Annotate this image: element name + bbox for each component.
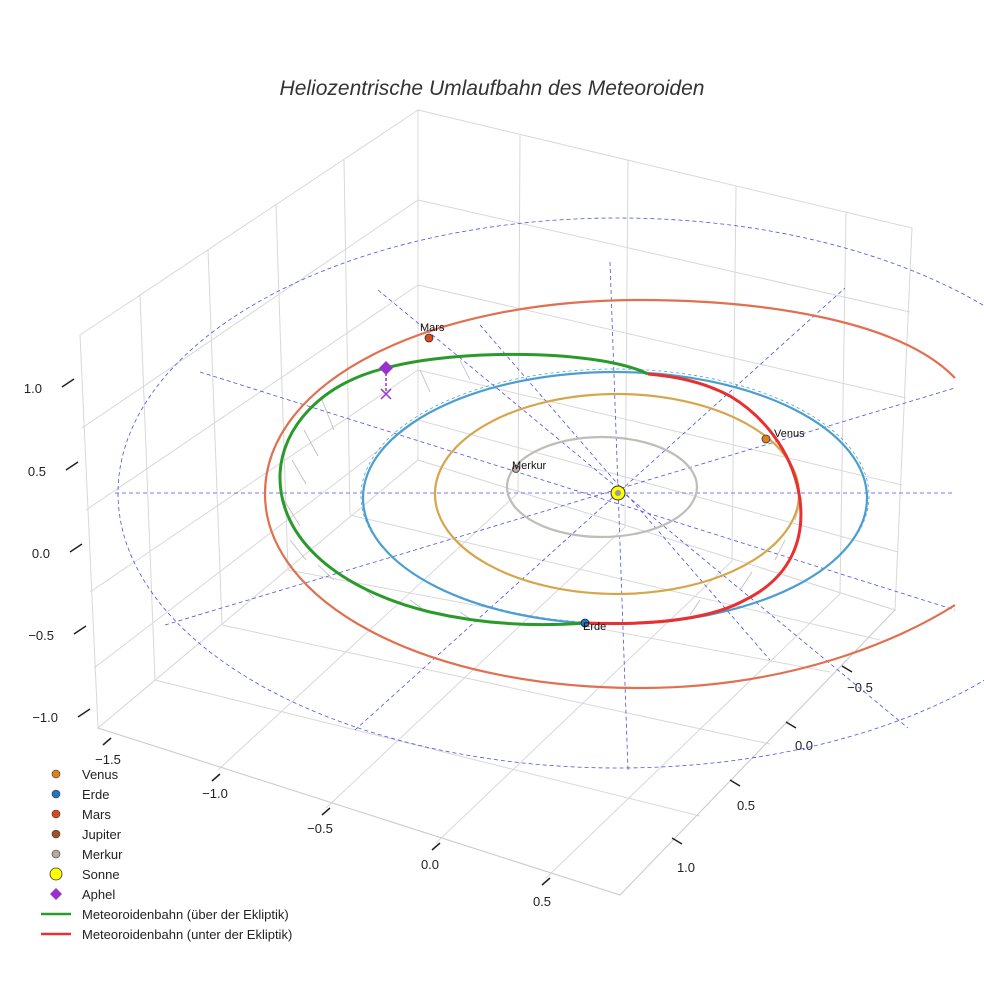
- erde-label: Erde: [583, 621, 606, 633]
- merkur-label: Merkur: [512, 460, 547, 472]
- y-tick-label: 0.5: [737, 798, 755, 813]
- venus-label: Venus: [774, 428, 805, 440]
- legend-aphel-label: Aphel: [82, 887, 115, 902]
- legend: Venus Erde Mars Jupiter Merkur Sonne Aph…: [41, 767, 292, 942]
- aphel-marker: [379, 361, 393, 400]
- legend-erde-marker: [51, 789, 61, 799]
- sun-marker: [610, 485, 626, 501]
- legend-merkur-marker: [51, 849, 61, 859]
- legend-above-label: Meteoroidenbahn (über der Ekliptik): [82, 907, 289, 922]
- venus-point: [761, 434, 771, 444]
- legend-jupiter-marker: [51, 829, 61, 839]
- x-tick-label: 0.0: [421, 857, 439, 872]
- legend-jupiter-label: Jupiter: [82, 827, 122, 842]
- aphel-diamond: [379, 361, 393, 375]
- y-tick-label: 1.0: [677, 860, 695, 875]
- meteoroid-orbit-below: [584, 372, 803, 626]
- x-tick-label: 0.5: [533, 894, 551, 909]
- aphel-projection-cross: [380, 388, 392, 400]
- legend-venus-label: Venus: [82, 767, 119, 782]
- legend-mars-marker: [51, 809, 61, 819]
- merkur-point: [512, 465, 520, 473]
- legend-mars-label: Mars: [82, 807, 111, 822]
- y-tick-label: 0.0: [795, 738, 813, 753]
- legend-aphel-marker: [50, 888, 62, 900]
- chart-title: Heliozentrische Umlaufbahn des Meteoroid…: [280, 77, 705, 100]
- x-tick-label: −1.0: [202, 786, 228, 801]
- z-axis: −1.0 −0.5 0.0 0.5 1.0: [24, 378, 91, 725]
- legend-merkur-label: Merkur: [82, 847, 123, 862]
- legend-below-label: Meteoroidenbahn (unter der Ekliptik): [82, 927, 292, 942]
- x-tick-label: −1.5: [95, 752, 121, 767]
- legend-sonne-label: Sonne: [82, 867, 120, 882]
- z-tick-label: 0.5: [28, 464, 46, 479]
- x-axis: −1.5 −1.0 −0.5 0.0 0.5: [95, 727, 621, 909]
- y-tick-label: −0.5: [847, 680, 873, 695]
- legend-erde-label: Erde: [82, 787, 109, 802]
- y-axis: −0.5 0.0 0.5 1.0: [619, 609, 896, 896]
- axes-box: [79, 109, 913, 896]
- mars-label: Mars: [420, 322, 445, 334]
- z-tick-label: −0.5: [28, 628, 54, 643]
- legend-venus-marker: [51, 769, 61, 779]
- x-tick-label: −0.5: [307, 821, 333, 836]
- z-tick-label: 1.0: [24, 381, 42, 396]
- legend-sonne-marker: [49, 867, 63, 881]
- meteoroid-orbit: [278, 352, 803, 627]
- ecliptic-reference: [115, 217, 984, 771]
- merkur-orbit: [505, 435, 699, 539]
- mars-orbit: [263, 298, 956, 690]
- mars-point: [424, 333, 434, 343]
- meteoroid-orbit-above: [278, 352, 649, 627]
- erde-point: [580, 618, 590, 628]
- z-tick-label: 0.0: [32, 546, 50, 561]
- planets: Venus Erde Mars Merkur: [420, 322, 805, 633]
- z-tick-label: −1.0: [32, 710, 58, 725]
